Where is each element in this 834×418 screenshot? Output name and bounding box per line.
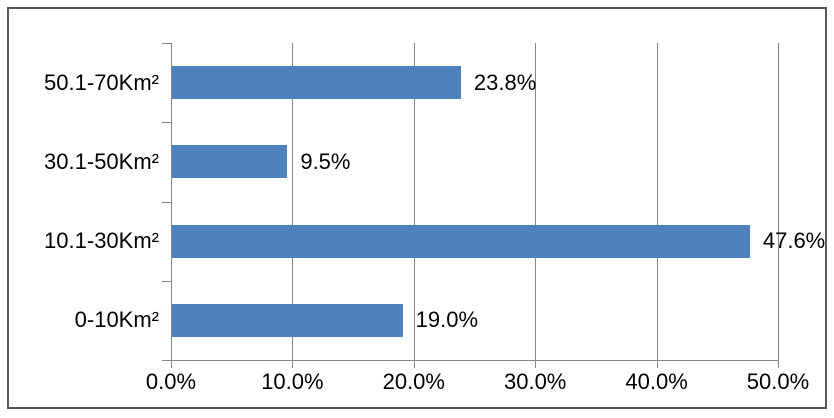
bar-value-label: 47.6% <box>762 228 826 254</box>
gridline <box>656 43 658 360</box>
x-axis-tick-mark <box>292 360 294 368</box>
gridline <box>778 43 779 360</box>
bar <box>172 224 750 258</box>
bar-value-label: 9.5% <box>300 148 351 174</box>
x-axis-tick-label: 40.0% <box>625 369 688 394</box>
x-axis-tick-label: 10.0% <box>261 369 324 394</box>
x-axis-tick-labels: 0.0% 10.0% 20.0% 30.0% 40.0% 50.0% <box>146 369 809 401</box>
y-axis-category-labels: 50.1-70Km² 30.1-50Km² 10.1-30Km² 0-10Km² <box>9 43 159 360</box>
bar <box>172 66 461 100</box>
x-axis-tick-mark <box>535 360 537 368</box>
bar <box>172 303 403 337</box>
x-axis-tick-mark <box>171 360 172 368</box>
y-axis-line <box>171 43 172 360</box>
x-axis-tick-label: 50.0% <box>746 369 810 394</box>
x-axis-tick-mark <box>656 360 658 368</box>
category-label: 0-10Km² <box>74 307 159 333</box>
bar-value-label: 19.0% <box>415 307 479 333</box>
x-axis-tick-mark <box>413 360 415 368</box>
y-axis-tick-mark <box>162 280 171 282</box>
y-axis-tick-mark <box>162 360 171 361</box>
gridline <box>413 43 415 360</box>
category-label: 10.1-30Km² <box>44 228 159 254</box>
x-axis-line <box>171 360 778 361</box>
x-axis-tick-label: 20.0% <box>382 369 445 394</box>
x-axis-tick-label: 30.0% <box>503 369 567 394</box>
y-axis-tick-mark <box>162 201 171 203</box>
x-axis-tick-label: 0.0% <box>145 369 197 394</box>
gridline <box>535 43 537 360</box>
y-axis-tick-mark <box>162 43 171 44</box>
gridline <box>292 43 294 360</box>
chart-border-frame: 50.1-70Km² 30.1-50Km² 10.1-30Km² 0-10Km² 23… <box>7 7 827 409</box>
bar <box>172 145 288 179</box>
plot-area: 23.8% 9.5% 47.6% 19.0% <box>162 43 825 368</box>
y-axis-tick-mark <box>162 122 171 124</box>
bar-value-label: 23.8% <box>473 69 537 95</box>
category-label: 30.1-50Km² <box>44 148 159 174</box>
category-label: 50.1-70Km² <box>44 69 159 95</box>
x-axis-tick-mark <box>778 360 779 368</box>
